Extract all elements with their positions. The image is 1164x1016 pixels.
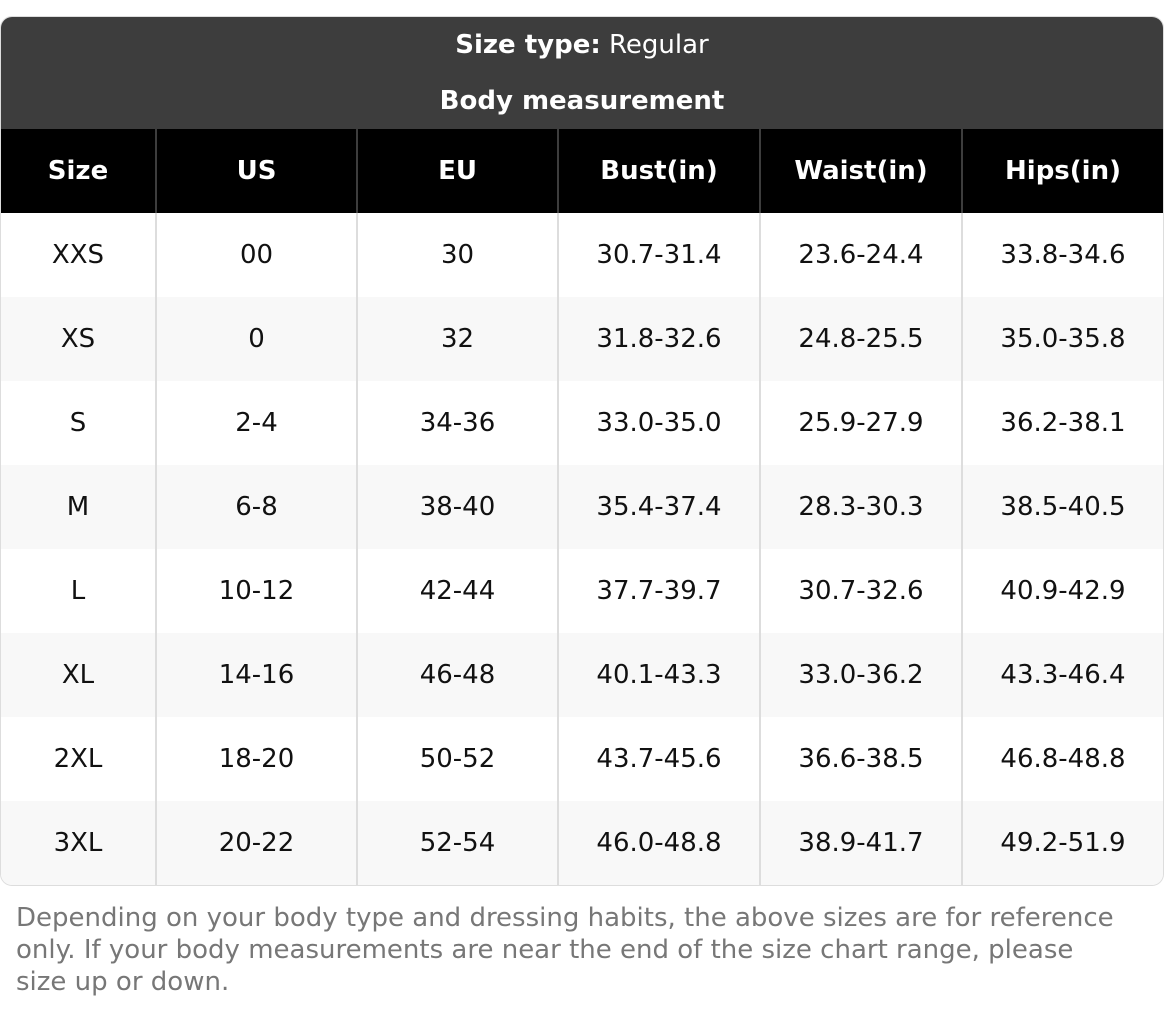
table-cell: S xyxy=(69,408,87,438)
note: Depending on your body type and dressing… xyxy=(16,903,1114,997)
size-table: Size US EU Bust(in) Waist(in) Hips(in) XXS 00 3… xyxy=(1,129,1163,885)
table-cell: 2XL xyxy=(53,744,103,774)
table-cell: 43.7-45.6 xyxy=(557,717,760,801)
table-cell: XXS xyxy=(51,240,105,270)
table-cell: 35.0-35.8 xyxy=(961,297,1163,381)
table-cell: 36.2-38.1 xyxy=(961,381,1163,465)
table-cell: 6-8 xyxy=(155,465,357,549)
table-header: Size type: Regular Body measurement xyxy=(1,17,1163,129)
column-header-row: Size US EU Bust(in) Waist(in) Hips(in) xyxy=(1,129,1163,213)
table-cell: 30.7-32.6 xyxy=(759,549,962,633)
table-cell: 43.3-46.4 xyxy=(961,633,1163,717)
size-type: Size type: Regular xyxy=(1,17,1163,73)
column-header: EU xyxy=(356,129,558,213)
size-type-label: Size type: xyxy=(455,30,601,60)
table-row: L 10-12 42-44 37.7-39.7 30.7-32.6 40.9-42.9 xyxy=(1,549,1163,633)
table-row: XL 14-16 46-48 40.1-43.3 33.0-36.2 43.3-46.4 xyxy=(1,633,1163,717)
table-cell: L xyxy=(70,576,86,606)
table-cell: 46-48 xyxy=(356,633,558,717)
table-cell: XL xyxy=(1,633,156,717)
column-header: Size xyxy=(1,129,156,213)
table-cell: 2-4 xyxy=(155,381,357,465)
table-cell: 46.0-48.8 xyxy=(557,801,760,885)
table-cell: 00 xyxy=(155,213,357,297)
table-cell: 10-12 xyxy=(155,549,357,633)
table-cell: 33.0-36.2 xyxy=(759,633,962,717)
table-cell: 38.9-41.7 xyxy=(759,801,962,885)
table-cell: 14-16 xyxy=(155,633,357,717)
table-cell: 0 xyxy=(155,297,357,381)
table-cell: 38.5-40.5 xyxy=(961,465,1163,549)
table-cell: 32 xyxy=(356,297,558,381)
table-cell: 37.7-39.7 xyxy=(557,549,760,633)
table-row: XXS 00 30 30.7-31.4 23.6-24.4 33.8-34.6 xyxy=(1,213,1163,297)
table-row: M 6-8 38-40 35.4-37.4 28.3-30.3 38.5-40.5 xyxy=(1,465,1163,549)
table-row: S 2-4 34-36 33.0-35.0 25.9-27.9 36.2-38.1 xyxy=(1,381,1163,465)
table-cell: 49.2-51.9 xyxy=(961,801,1163,885)
table-cell: 30.7-31.4 xyxy=(557,213,760,297)
table-cell: M xyxy=(1,465,156,549)
table-cell: 23.6-24.4 xyxy=(759,213,962,297)
table-row: 2XL 18-20 50-52 43.7-45.6 36.6-38.5 46.8-48.8 xyxy=(1,717,1163,801)
table-row: XS 0 32 31.8-32.6 24.8-25.5 35.0-35.8 xyxy=(1,297,1163,381)
subtitle: Body measurement xyxy=(439,86,725,116)
column-header: Bust(in) xyxy=(557,129,760,213)
table-cell: 40.1-43.3 xyxy=(557,633,760,717)
table-cell: 33.8-34.6 xyxy=(961,213,1163,297)
table-row: 3XL 20-22 52-54 46.0-48.8 38.9-41.7 49.2-51.9 xyxy=(1,801,1163,885)
table-cell: 36.6-38.5 xyxy=(759,717,962,801)
table-cell: 35.4-37.4 xyxy=(557,465,760,549)
size-type-value: Regular xyxy=(609,30,709,60)
table-cell: 38-40 xyxy=(356,465,558,549)
table-cell: 25.9-27.9 xyxy=(759,381,962,465)
table-cell: 52-54 xyxy=(356,801,558,885)
table-cell: 28.3-30.3 xyxy=(759,465,962,549)
table-cell: 50-52 xyxy=(356,717,558,801)
column-header: US xyxy=(155,129,357,213)
table-cell: 40.9-42.9 xyxy=(961,549,1163,633)
table-cell: 24.8-25.5 xyxy=(759,297,962,381)
table-cell: 30 xyxy=(356,213,558,297)
column-header: Hips(in) xyxy=(961,129,1163,213)
column-header: Waist(in) xyxy=(759,129,962,213)
table-cell: 33.0-35.0 xyxy=(557,381,760,465)
table-cell: 3XL xyxy=(1,801,156,885)
table-cell: 20-22 xyxy=(155,801,357,885)
table-body: XXS 00 30 30.7-31.4 23.6-24.4 33.8-34.6 XS 0 32 3… xyxy=(1,213,1163,885)
table-cell: 31.8-32.6 xyxy=(557,297,760,381)
table-cell: XS xyxy=(1,297,156,381)
table-cell: 42-44 xyxy=(356,549,558,633)
table-cell: 46.8-48.8 xyxy=(961,717,1163,801)
size-chart: Size type: Regular Body measurement Size… xyxy=(0,16,1164,886)
table-cell: 18-20 xyxy=(155,717,357,801)
table-cell: 34-36 xyxy=(356,381,558,465)
